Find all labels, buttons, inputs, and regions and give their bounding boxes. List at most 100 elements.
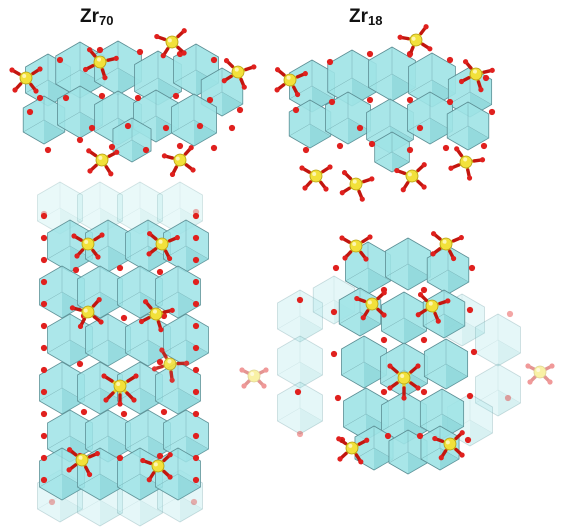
- oxygen-atom: [470, 348, 478, 356]
- zr-polyhedron: [277, 381, 323, 435]
- oxygen-atom: [292, 106, 300, 114]
- oxygen-atom: [482, 74, 490, 82]
- sulfate-group: [432, 430, 465, 461]
- oxygen-atom: [88, 124, 96, 132]
- oxygen-atom: [40, 210, 48, 218]
- oxygen-atom: [40, 256, 48, 264]
- oxygen-atom: [330, 308, 338, 316]
- oxygen-atom: [40, 410, 48, 418]
- oxygen-atom: [192, 476, 200, 484]
- oxygen-atom: [466, 392, 474, 400]
- oxygen-atom: [366, 50, 374, 58]
- sulfate-group: [86, 148, 120, 177]
- oxygen-atom: [468, 264, 476, 272]
- zr-polyhedron: [277, 289, 323, 343]
- oxygen-atom: [192, 278, 200, 286]
- oxygen-atom: [96, 46, 104, 54]
- oxygen-atom: [416, 432, 424, 440]
- oxygen-atom: [156, 268, 164, 276]
- oxygen-atom: [72, 266, 80, 274]
- oxygen-atom: [40, 454, 48, 462]
- zr18-chain-view: [239, 231, 555, 475]
- oxygen-atom: [120, 410, 128, 418]
- oxygen-atom: [464, 436, 472, 444]
- oxygen-atom: [56, 56, 64, 64]
- sulfate-group: [9, 66, 43, 94]
- oxygen-atom: [80, 408, 88, 416]
- oxygen-atom: [334, 394, 342, 402]
- zr-polyhedron: [475, 363, 521, 417]
- zr-polyhedron: [277, 335, 323, 389]
- oxygen-atom: [330, 350, 338, 358]
- oxygen-atom: [192, 322, 200, 330]
- oxygen-atom: [26, 108, 34, 116]
- sulfate-group: [71, 232, 105, 260]
- oxygen-atom: [160, 312, 168, 320]
- oxygen-atom: [236, 106, 244, 114]
- oxygen-atom: [380, 388, 388, 396]
- oxygen-atom: [294, 388, 302, 396]
- oxygen-atom: [76, 360, 84, 368]
- oxygen-atom: [192, 366, 200, 374]
- oxygen-atom: [446, 98, 454, 106]
- oxygen-atom: [40, 476, 48, 484]
- zr70-cluster-side-view: [9, 28, 257, 178]
- oxygen-atom: [160, 408, 168, 416]
- oxygen-atom: [384, 432, 392, 440]
- oxygen-atom: [368, 140, 376, 148]
- oxygen-atom: [192, 410, 200, 418]
- oxygen-atom: [420, 336, 428, 344]
- oxygen-atom: [332, 264, 340, 272]
- oxygen-atom: [40, 344, 48, 352]
- zr70-chain-view: [37, 181, 209, 527]
- oxygen-atom: [192, 388, 200, 396]
- oxygen-atom: [302, 146, 310, 154]
- oxygen-atom: [134, 94, 142, 102]
- oxygen-atom: [156, 358, 164, 366]
- oxygen-atom: [172, 92, 180, 100]
- sulfate-group: [394, 162, 427, 193]
- oxygen-atom: [192, 300, 200, 308]
- oxygen-atom: [40, 432, 48, 440]
- oxygen-atom: [192, 432, 200, 440]
- oxygen-atom: [366, 96, 374, 104]
- sulfate-group: [101, 373, 139, 407]
- oxygen-atom: [228, 124, 236, 132]
- sulfate-group: [430, 231, 464, 262]
- oxygen-atom: [192, 212, 200, 220]
- oxygen-atom: [328, 98, 336, 106]
- oxygen-atom: [116, 454, 124, 462]
- oxygen-atom: [40, 388, 48, 396]
- oxygen-atom: [326, 58, 334, 66]
- sulfate-group: [221, 58, 257, 90]
- sulfate-group: [140, 452, 173, 483]
- oxygen-atom: [44, 146, 52, 154]
- oxygen-atom: [356, 124, 364, 132]
- oxygen-atom: [336, 142, 344, 150]
- oxygen-atom: [420, 388, 428, 396]
- oxygen-atom: [136, 48, 144, 56]
- sulfate-group: [82, 47, 119, 81]
- oxygen-atom: [406, 96, 414, 104]
- sulfate-group: [339, 234, 373, 262]
- sulfate-group: [448, 146, 486, 181]
- sulfate-group: [339, 170, 375, 202]
- oxygen-atom: [480, 142, 488, 150]
- oxygen-atom: [98, 92, 106, 100]
- oxygen-atom: [380, 336, 388, 344]
- sulfate-group: [274, 67, 308, 98]
- oxygen-atom: [446, 56, 454, 64]
- sulfate-group: [458, 59, 495, 93]
- sulfate-group: [397, 24, 433, 58]
- sulfate-group: [146, 231, 180, 262]
- oxygen-atom: [116, 264, 124, 272]
- sulfate-group: [387, 363, 421, 401]
- oxygen-atom: [192, 454, 200, 462]
- oxygen-atom: [40, 278, 48, 286]
- oxygen-atom: [192, 256, 200, 264]
- oxygen-atom: [206, 96, 214, 104]
- oxygen-atom: [176, 142, 184, 150]
- oxygen-atom: [40, 366, 48, 374]
